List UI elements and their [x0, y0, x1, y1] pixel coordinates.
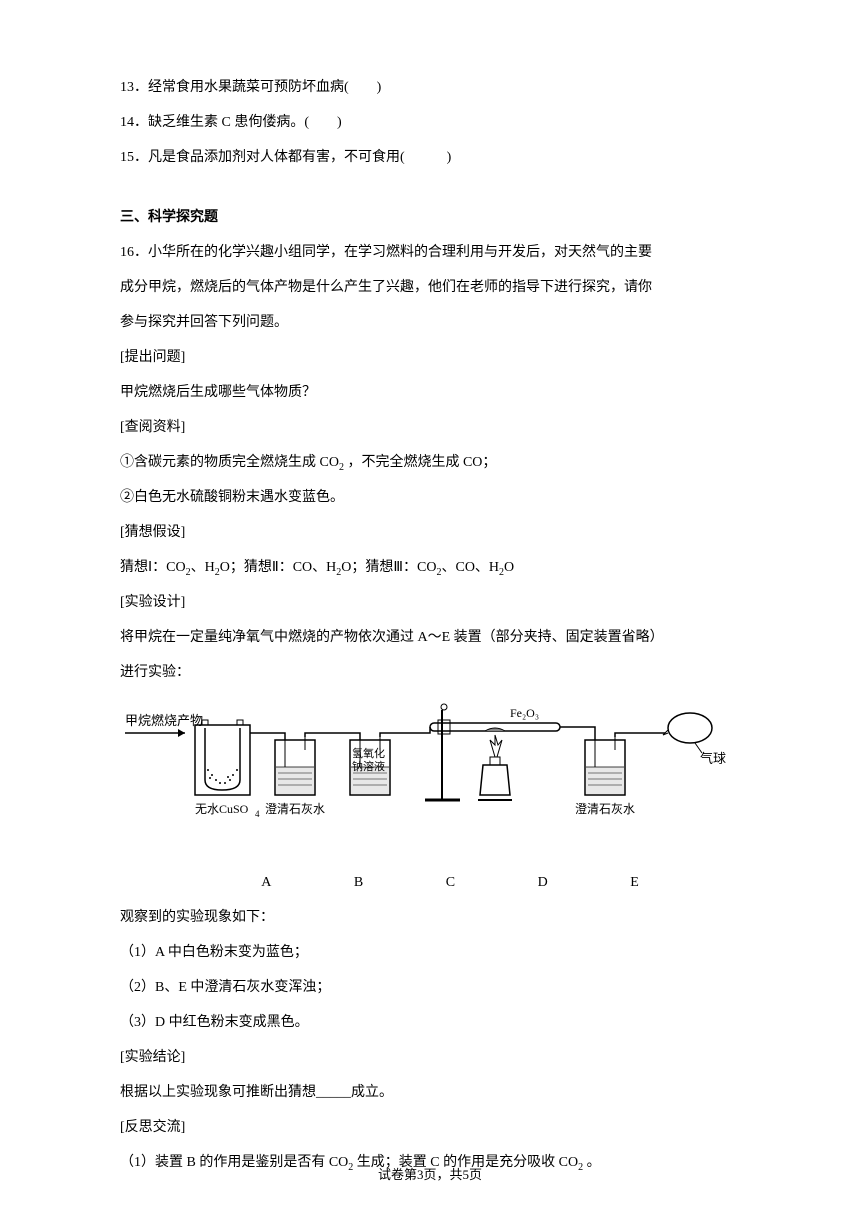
- step4-text2: 进行实验：: [120, 655, 740, 690]
- observe3: （3）D 中红色粉末变成黑色。: [120, 1005, 740, 1040]
- step1-text: 甲烷燃烧后生成哪些气体物质？: [120, 375, 740, 410]
- step2-text1-a: ①含碳元素的物质完全燃烧生成 CO: [120, 455, 339, 470]
- s3c: O；猜想Ⅱ：CO、H: [220, 560, 337, 575]
- step2-text2: ②白色无水硫酸铜粉末遇水变蓝色。: [120, 480, 740, 515]
- svg-text:澄清石灰水: 澄清石灰水: [265, 801, 325, 816]
- diagram-letter-labels: A B C D E: [120, 865, 740, 900]
- question-13: 13．经常食用水果蔬菜可预防坏血病( ): [120, 70, 740, 105]
- observe-title: 观察到的实验现象如下：: [120, 900, 740, 935]
- s3e: 、CO、H: [441, 560, 499, 575]
- svg-text:4: 4: [255, 809, 260, 819]
- q16-line1: 16．小华所在的化学兴趣小组同学，在学习燃料的合理利用与开发后，对天然气的主要: [120, 235, 740, 270]
- label-c: C: [446, 865, 455, 900]
- step4-title: [实验设计]: [120, 585, 740, 620]
- svg-text:澄清石灰水: 澄清石灰水: [575, 801, 635, 816]
- label-a: A: [261, 865, 271, 900]
- step1-title: [提出问题]: [120, 340, 740, 375]
- question-14: 14．缺乏维生素 C 患佝偻病。( ): [120, 105, 740, 140]
- s3d: O；猜想Ⅲ：CO: [341, 560, 436, 575]
- step2-text1: ①含碳元素的物质完全燃烧生成 CO2 ，不完全燃烧生成 CO；: [120, 445, 740, 480]
- label-e: E: [630, 865, 639, 900]
- step5-title: [实验结论]: [120, 1040, 740, 1075]
- step2-title: [查阅资料]: [120, 410, 740, 445]
- observe1: （1）A 中白色粉末变为蓝色；: [120, 935, 740, 970]
- diagram-input-label: 甲烷燃烧产物: [125, 713, 203, 728]
- experiment-diagram: 甲烷燃烧产物 无水CuSO 4 澄清石灰水: [120, 695, 740, 865]
- section-3-title: 三、科学探究题: [120, 200, 740, 235]
- q16-line3: 参与探究并回答下列问题。: [120, 305, 740, 340]
- question-15: 15．凡是食品添加剂对人体都有害，不可食用( ): [120, 140, 740, 175]
- s3b: 、H: [191, 560, 215, 575]
- step4-text1: 将甲烷在一定量纯净氧气中燃烧的产物依次通过 A～E 装置（部分夹持、固定装置省略…: [120, 620, 740, 655]
- s3f: O: [504, 560, 514, 575]
- svg-text:钠溶液: 钠溶液: [352, 759, 385, 773]
- page-footer: 试卷第3页，共5页: [0, 1159, 860, 1192]
- step3-title: [猜想假设]: [120, 515, 740, 550]
- q16-line2: 成分甲烷，燃烧后的气体产物是什么产生了兴趣，他们在老师的指导下进行探究，请你: [120, 270, 740, 305]
- step6-title: [反思交流]: [120, 1110, 740, 1145]
- svg-text:气球: 气球: [700, 751, 726, 766]
- label-d: D: [538, 865, 548, 900]
- label-b: B: [354, 865, 363, 900]
- observe2: （2）B、E 中澄清石灰水变浑浊；: [120, 970, 740, 1005]
- step2-text1-b: ，不完全燃烧生成 CO；: [344, 455, 496, 470]
- step3-text: 猜想Ⅰ：CO2、H2O；猜想Ⅱ：CO、H2O；猜想Ⅲ：CO2、CO、H2O: [120, 550, 740, 585]
- s3a: 猜想Ⅰ：CO: [120, 560, 186, 575]
- svg-text:氢氧化: 氢氧化: [352, 746, 385, 760]
- svg-text:无水CuSO: 无水CuSO: [195, 802, 249, 816]
- svg-text:Fe₂O₃: Fe₂O₃: [510, 706, 539, 720]
- step5-text: 根据以上实验现象可推断出猜想_____成立。: [120, 1075, 740, 1110]
